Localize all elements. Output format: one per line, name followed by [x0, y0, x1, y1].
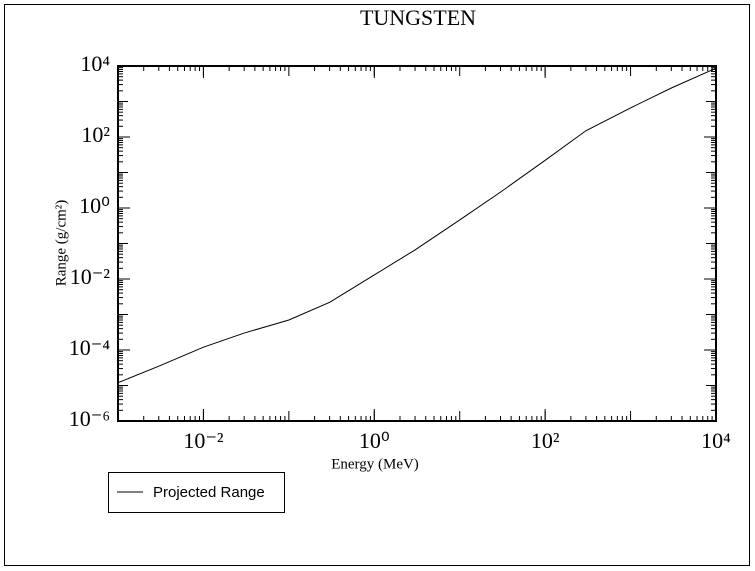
y-tick-label: 10²	[81, 122, 110, 147]
x-tick-label: 10²	[531, 428, 560, 453]
y-tick-label: 10⁻⁴	[69, 335, 111, 360]
x-axis-label: Energy (MeV)	[331, 456, 419, 472]
y-axis-label: Range (g/cm²)	[53, 200, 69, 287]
x-tick-label: 10⁰	[359, 428, 390, 453]
y-tick-label: 10⁻⁶	[69, 406, 110, 431]
x-tick-label: 10⁴	[701, 428, 731, 453]
chart-title: TUNGSTEN	[360, 5, 476, 30]
legend-label: Projected Range	[153, 484, 265, 501]
data-line	[117, 67, 717, 384]
y-tick-label: 10⁰	[79, 193, 110, 218]
y-tick-label: 10⁴	[80, 51, 110, 76]
y-tick-label: 10⁻²	[70, 264, 111, 289]
x-tick-label: 10⁻²	[183, 428, 224, 453]
plot-area	[117, 65, 717, 422]
frame	[4, 4, 750, 566]
